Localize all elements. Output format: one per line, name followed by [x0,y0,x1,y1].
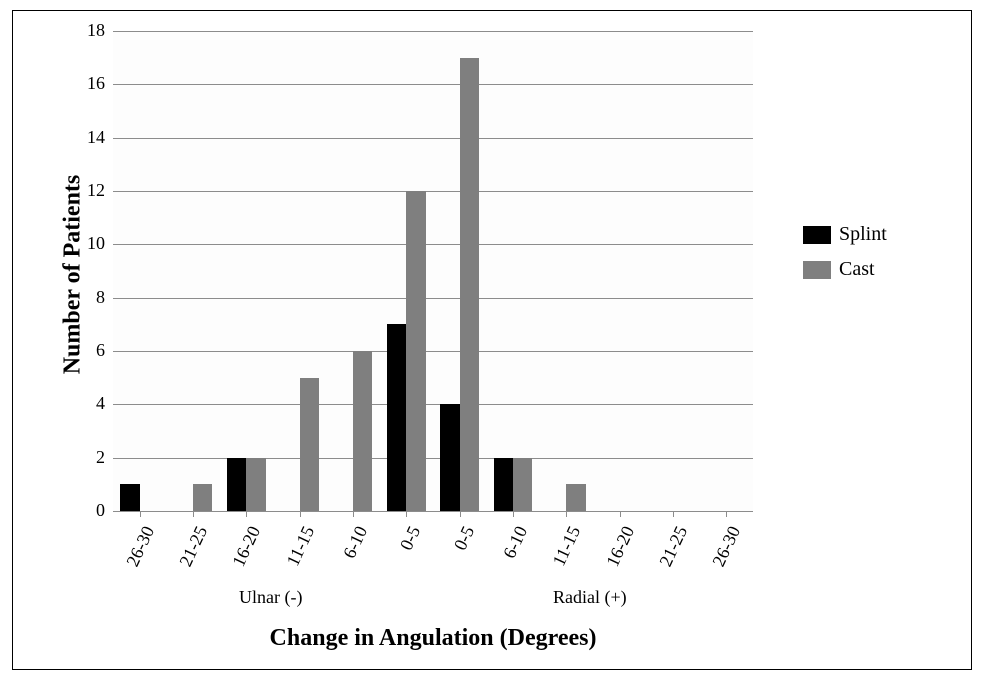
bar-splint [227,458,246,511]
x-tick-mark [513,511,514,517]
x-tick-label: 16-20 [594,523,638,586]
x-tick-label: 26-30 [114,523,158,586]
y-tick-label: 6 [65,340,105,361]
legend-label: Cast [839,258,875,281]
x-tick-label: 6-10 [488,523,532,586]
y-tick-label: 4 [65,393,105,414]
y-tick-label: 12 [65,180,105,201]
x-tick-mark [566,511,567,517]
x-tick-mark [460,511,461,517]
grid-line [113,244,753,245]
grid-line [113,138,753,139]
x-tick-label: 0-5 [381,523,425,586]
legend-item-splint: Splint [803,223,887,246]
y-tick-label: 0 [65,500,105,521]
x-tick-label: 6-10 [328,523,372,586]
bar-cast [246,458,265,511]
group-label-ulnar: Ulnar (-) [239,587,302,608]
chart-frame: Number of Patients 024681012141618 26-30… [12,10,972,670]
x-axis-title: Change in Angulation (Degrees) [13,625,853,652]
grid-line [113,84,753,85]
bar-cast [460,58,479,511]
bar-cast [353,351,372,511]
x-tick-mark [300,511,301,517]
legend-label: Splint [839,223,887,246]
x-tick-label: 26-30 [701,523,745,586]
grid-line [113,191,753,192]
y-tick-label: 8 [65,287,105,308]
bar-splint [387,324,406,511]
x-tick-mark [673,511,674,517]
plot-area [113,31,753,511]
grid-line [113,511,753,512]
x-tick-mark [246,511,247,517]
legend: Splint Cast [803,223,887,293]
x-tick-mark [140,511,141,517]
y-tick-label: 14 [65,127,105,148]
bar-splint [440,404,459,511]
x-tick-mark [620,511,621,517]
bar-cast [193,484,212,511]
grid-line [113,31,753,32]
y-tick-label: 16 [65,73,105,94]
y-tick-label: 2 [65,447,105,468]
x-tick-mark [726,511,727,517]
bar-cast [513,458,532,511]
bar-cast [300,378,319,511]
legend-item-cast: Cast [803,258,887,281]
y-tick-label: 18 [65,20,105,41]
x-tick-mark [353,511,354,517]
grid-line [113,404,753,405]
x-tick-label: 21-25 [168,523,212,586]
bar-cast [406,191,425,511]
grid-line [113,458,753,459]
grid-line [113,298,753,299]
group-label-radial: Radial (+) [553,587,627,608]
x-tick-mark [406,511,407,517]
y-tick-label: 10 [65,233,105,254]
x-tick-mark [193,511,194,517]
legend-swatch [803,226,831,244]
bar-cast [566,484,585,511]
x-tick-label: 11-15 [274,523,318,586]
x-tick-label: 0-5 [434,523,478,586]
x-tick-label: 16-20 [221,523,265,586]
grid-line [113,351,753,352]
legend-swatch [803,261,831,279]
x-tick-label: 11-15 [541,523,585,586]
bar-splint [120,484,139,511]
bar-splint [494,458,513,511]
x-tick-label: 21-25 [648,523,692,586]
